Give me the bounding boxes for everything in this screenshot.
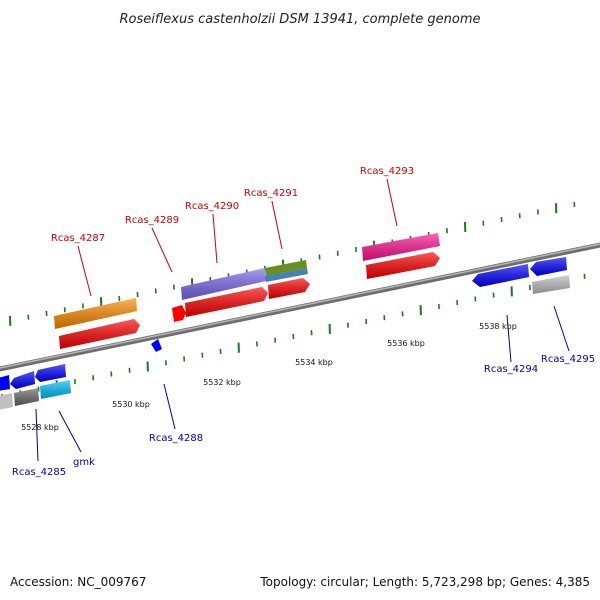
scale-label: 5530 kbp	[112, 400, 150, 409]
gene-feature-rcas-4293[interactable]	[362, 233, 440, 261]
gene-label-rcas-4294[interactable]: Rcas_4294	[484, 364, 538, 375]
gene-label-rcas-4289[interactable]: Rcas_4289	[125, 215, 179, 226]
gene-feature-rcas-4291[interactable]	[265, 260, 308, 282]
gene-label-gmk[interactable]: gmk	[73, 457, 95, 468]
accession-text: Accession: NC_009767	[10, 575, 146, 589]
gene-label-rcas-4295[interactable]: Rcas_4295	[541, 354, 595, 365]
gene-shading-red-row	[59, 252, 440, 349]
gene-feature-rcas-4290[interactable]	[181, 268, 266, 300]
topology-text: Topology: circular; Length: 5,723,298 bp…	[259, 575, 590, 589]
map-title: Roseiflexus castenholzii DSM 13941, comp…	[120, 12, 481, 27]
reverse-leader-lines	[35, 305, 570, 462]
gene-feature-rcas-4287[interactable]	[54, 298, 137, 329]
scale-label: 5534 kbp	[295, 358, 333, 367]
forward-leader-lines	[77, 178, 398, 297]
scale-label: 5538 kbp	[479, 322, 517, 331]
gene-label-rcas-4285[interactable]: Rcas_4285	[12, 467, 66, 478]
scale-label: 5532 kbp	[203, 378, 241, 387]
gene-label-rcas-4288[interactable]: Rcas_4288	[149, 433, 203, 444]
genome-backbone	[0, 242, 600, 372]
gene-label-rcas-4291[interactable]: Rcas_4291	[244, 188, 298, 199]
gene-label-rcas-4287[interactable]: Rcas_4287	[51, 233, 105, 244]
scale-label: 5528 kbp	[21, 423, 59, 432]
gene-shading-reverse	[10, 257, 570, 406]
reverse-strand-ticks	[1, 273, 586, 400]
gene-feature-rcas-4288[interactable]	[151, 339, 162, 352]
gene-label-rcas-4293[interactable]: Rcas_4293	[360, 166, 414, 177]
gene-label-rcas-4290[interactable]: Rcas_4290	[185, 201, 239, 212]
scale-label: 5536 kbp	[387, 339, 425, 348]
